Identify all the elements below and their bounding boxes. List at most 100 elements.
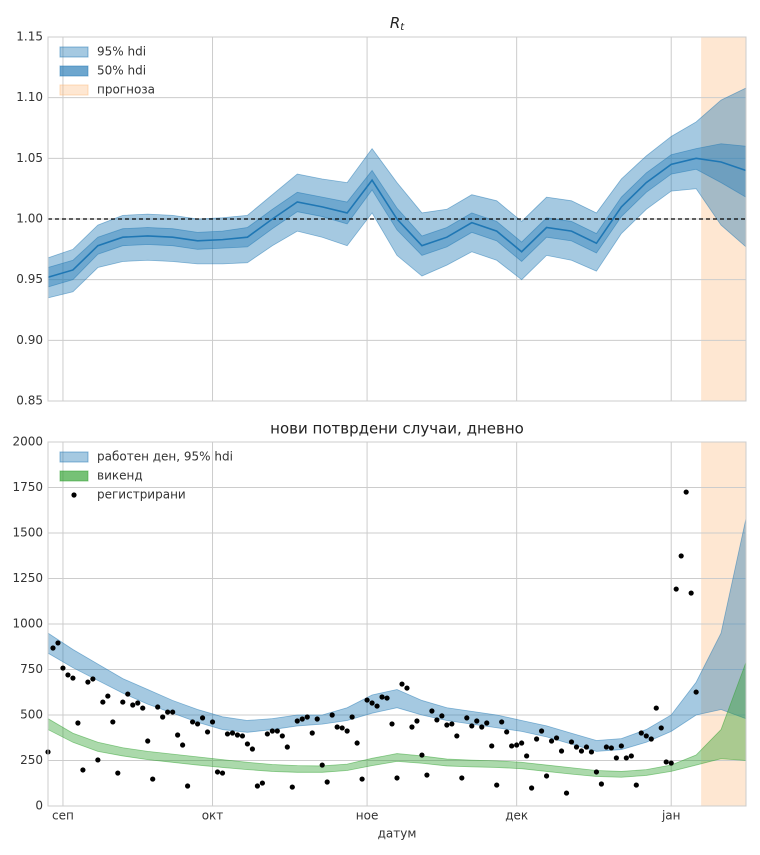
data-point — [479, 724, 485, 730]
data-point — [65, 672, 71, 678]
data-point — [389, 721, 395, 727]
data-point — [75, 720, 81, 726]
data-point — [524, 753, 530, 759]
data-point — [384, 695, 390, 701]
data-point — [85, 679, 91, 685]
data-point — [334, 724, 340, 730]
data-point — [474, 718, 480, 724]
y-tick-label: 1250 — [12, 571, 43, 585]
data-point — [593, 769, 600, 775]
y-tick-label: 1.05 — [16, 151, 43, 165]
data-point — [553, 735, 560, 741]
data-point — [55, 640, 61, 646]
y-tick-label: 1000 — [12, 617, 43, 631]
legend-label: викенд — [97, 469, 143, 483]
data-point — [135, 700, 141, 706]
data-point — [224, 731, 231, 737]
data-point — [279, 733, 285, 739]
data-point — [648, 736, 654, 742]
legend-swatch — [59, 451, 89, 463]
data-point — [419, 752, 425, 758]
y-tick-label: 1.15 — [16, 30, 43, 44]
plot-frame — [47, 36, 747, 402]
data-point — [274, 728, 280, 734]
data-point — [374, 703, 380, 709]
data-point — [444, 722, 450, 728]
y-tick-label: 750 — [20, 662, 43, 676]
data-point — [204, 729, 211, 735]
y-tick-label: 1.00 — [16, 212, 43, 226]
data-point — [678, 553, 684, 559]
legend-label: регистрирани — [97, 488, 186, 502]
data-point — [688, 590, 694, 596]
legend-label: работен ден, 95% hdi — [97, 450, 233, 464]
data-point — [603, 744, 610, 750]
data-point — [633, 782, 639, 788]
data-point — [394, 775, 400, 781]
data-point — [409, 724, 415, 730]
y-tick-label: 500 — [20, 708, 43, 722]
data-point — [170, 709, 176, 715]
title-subscript: t — [400, 22, 405, 33]
data-point — [578, 748, 585, 754]
data-point — [504, 729, 510, 735]
legend-swatch — [59, 84, 89, 96]
y-tick-label: 250 — [20, 753, 43, 767]
legend-label: прогноза — [97, 83, 155, 97]
data-point — [608, 745, 614, 751]
data-point — [663, 759, 669, 765]
data-point — [643, 733, 649, 739]
data-point — [514, 742, 520, 748]
data-point — [683, 489, 689, 495]
legend-swatch — [59, 470, 89, 482]
data-point — [344, 728, 350, 734]
legend-swatch — [71, 492, 77, 498]
data-point — [628, 753, 634, 759]
data-point — [115, 770, 121, 776]
legend-swatch — [59, 46, 89, 58]
data-point — [424, 772, 430, 778]
chart-title: нови потврдени случаи, дневно — [270, 420, 524, 438]
data-point — [459, 775, 465, 781]
y-tick-label: 0.95 — [16, 272, 43, 286]
data-point — [623, 755, 629, 761]
data-point — [588, 749, 595, 755]
data-point — [284, 744, 290, 750]
x-tick-label: јан — [661, 809, 681, 823]
data-point — [349, 714, 355, 720]
data-point — [194, 721, 201, 727]
data-point — [469, 723, 475, 729]
data-point — [638, 730, 644, 736]
x-tick-label: окт — [202, 809, 224, 823]
data-point — [234, 732, 241, 738]
data-point — [229, 730, 236, 736]
data-point — [249, 746, 256, 752]
data-point — [185, 783, 191, 789]
data-point — [558, 748, 565, 754]
data-point — [100, 699, 106, 705]
data-point — [214, 769, 221, 775]
data-point — [538, 728, 545, 734]
data-point — [653, 705, 659, 711]
data-point — [613, 755, 619, 761]
data-point — [429, 708, 435, 714]
data-point — [489, 743, 495, 749]
data-point — [105, 693, 111, 699]
data-point — [239, 733, 246, 739]
data-point — [140, 705, 146, 711]
data-point — [509, 743, 515, 749]
data-point — [379, 694, 385, 700]
title-main: R — [390, 14, 400, 32]
data-point — [369, 700, 375, 706]
data-point — [548, 738, 555, 744]
y-tick-label: 0.90 — [16, 333, 43, 347]
y-tick-label: 0.85 — [16, 394, 43, 408]
data-point — [454, 733, 460, 739]
y-tick-label: 1500 — [12, 526, 43, 540]
data-point — [289, 784, 295, 790]
data-point — [309, 730, 315, 736]
data-point — [60, 665, 66, 671]
legend-swatch — [59, 65, 89, 77]
data-point — [219, 770, 226, 776]
data-point — [90, 676, 96, 682]
